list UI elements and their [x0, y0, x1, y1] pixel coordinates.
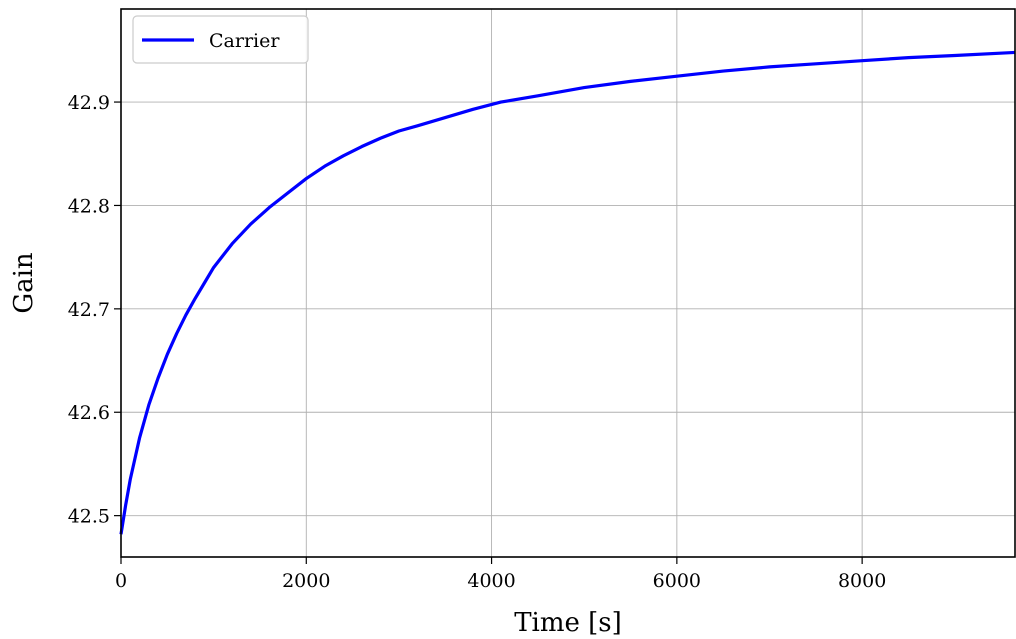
- x-tick-label: 6000: [653, 570, 701, 592]
- x-tick-label: 4000: [467, 570, 515, 592]
- x-axis-title: Time [s]: [514, 608, 622, 638]
- y-tick-label: 42.9: [68, 92, 110, 114]
- y-tick-label: 42.5: [68, 506, 110, 528]
- plot-frame: [120, 8, 1016, 558]
- x-tick-label: 0: [115, 570, 127, 592]
- x-tick-label: 8000: [838, 570, 886, 592]
- plot-area: [121, 9, 1015, 557]
- series-layer: [119, 50, 1016, 535]
- legend-box: [132, 15, 309, 64]
- series-line-carrier: [119, 50, 1016, 535]
- y-tick-label: 42.6: [68, 402, 110, 424]
- y-axis-title: Gain: [9, 252, 39, 314]
- y-tick-label: 42.8: [68, 195, 110, 217]
- x-axis: 0 2000 4000 6000 8000: [115, 557, 886, 592]
- y-tick-label: 42.7: [68, 299, 110, 321]
- y-axis: 42.5 42.6 42.7 42.8 42.9: [68, 92, 121, 528]
- legend-label-carrier: Carrier: [209, 30, 280, 52]
- x-tick-label: 2000: [282, 570, 330, 592]
- legend: Carrier: [132, 15, 309, 64]
